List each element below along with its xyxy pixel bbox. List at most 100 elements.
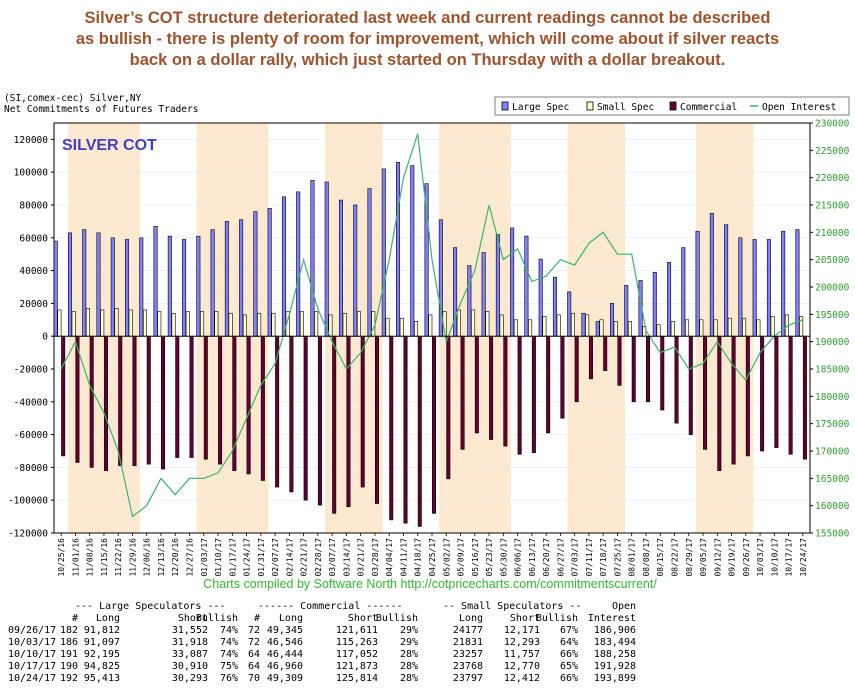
bar-commercial (61, 335, 66, 457)
bar-large-spec (724, 224, 729, 337)
bar-commercial (474, 335, 479, 434)
bar-commercial (132, 335, 137, 467)
bar-large-spec (781, 230, 786, 337)
bar-commercial (760, 335, 765, 452)
x-tick-label: 08/01/17 (628, 538, 637, 577)
column-header: # (253, 613, 260, 624)
bar-large-spec (709, 212, 714, 337)
x-tick-label: 06/13/17 (528, 538, 537, 577)
bar-large-spec (581, 312, 586, 337)
legend-swatch (669, 101, 677, 111)
table-cell: 121,611 (335, 625, 378, 636)
table-cell: 115,263 (335, 637, 378, 648)
column-header: Bullish (535, 613, 578, 624)
table-cell: 64 (247, 661, 260, 672)
bar-small-spec (485, 311, 490, 337)
bar-large-spec (82, 229, 87, 337)
bar-small-spec (214, 311, 219, 337)
bar-small-spec (428, 314, 433, 337)
bar-small-spec (742, 317, 747, 337)
bar-large-spec (467, 265, 472, 337)
left-tick-label: 60000 (19, 233, 48, 244)
bar-large-spec (239, 219, 244, 337)
bar-small-spec (228, 312, 233, 337)
bar-large-spec (224, 221, 229, 337)
bar-large-spec (652, 271, 657, 337)
table-cell: 46,444 (266, 649, 303, 660)
x-tick-label: 11/22/16 (114, 538, 123, 577)
table-cell: 182 (59, 625, 78, 636)
bar-commercial (75, 335, 80, 463)
group-header-commercial: ------ Commercial ------ (258, 601, 403, 612)
bar-small-spec (528, 319, 533, 337)
headline: Silver’s COT structure deteriorated last… (0, 8, 855, 71)
bar-large-spec (196, 235, 201, 337)
column-header: Short (177, 613, 208, 624)
bar-large-spec (667, 262, 672, 337)
legend: Large Spec Small Spec Commercial Open Inter… (494, 96, 850, 116)
bar-small-spec (371, 311, 376, 337)
table-cell: 12,171 (503, 625, 540, 636)
bar-small-spec (100, 309, 105, 337)
x-tick-label: 01/17/17 (228, 538, 237, 577)
table-cell: 29% (399, 625, 418, 636)
left-axis: -120000 -100000 -80000 -60000 -40000 -20000 0 2… (8, 135, 54, 540)
bar-large-spec (167, 235, 172, 337)
headline-line-3: back on a dollar rally, which just start… (129, 51, 726, 69)
table-cell: 30,910 (171, 661, 208, 672)
table-cell: 125,814 (335, 673, 378, 684)
table-cell: 191 (59, 649, 78, 660)
table-cell: 29% (399, 637, 418, 648)
bar-small-spec (356, 311, 361, 337)
x-tick-label: 10/17/17 (785, 538, 794, 577)
bar-commercial (660, 335, 665, 411)
right-axis: 155000 160000 165000 170000 175000 180000 1850… (810, 119, 850, 540)
right-tick-label: 220000 (815, 173, 850, 184)
x-tick-label: 09/12/17 (713, 538, 722, 577)
bar-large-spec (681, 247, 686, 337)
bar-small-spec (499, 314, 504, 337)
bar-large-spec (610, 303, 614, 337)
bar-large-spec (453, 247, 458, 337)
bar-commercial (161, 335, 166, 470)
x-tick-label: 08/29/17 (685, 538, 694, 577)
table-cell: 95,413 (83, 673, 120, 684)
bar-commercial (560, 335, 565, 419)
bar-large-spec (396, 162, 401, 337)
x-tick-label: 12/27/16 (186, 538, 195, 577)
legend-swatch (501, 101, 509, 111)
bar-small-spec (57, 309, 62, 337)
x-tick-label: 05/30/17 (499, 538, 508, 577)
right-tick-label: 200000 (815, 283, 850, 294)
table-cell: 23257 (452, 649, 483, 660)
right-tick-label: 215000 (815, 201, 850, 212)
column-header: Long (95, 613, 120, 624)
table-cell: 92,195 (83, 649, 120, 660)
bar-commercial (360, 335, 365, 488)
bar-small-spec (727, 317, 732, 337)
table-cell: 117,052 (335, 649, 378, 660)
x-tick-label: 09/26/17 (742, 538, 751, 577)
bar-small-spec (656, 324, 661, 337)
group-header-large-spec: --- Large Speculators --- (75, 601, 226, 612)
bar-small-spec (770, 316, 775, 337)
bar-large-spec (367, 188, 372, 337)
x-tick-label: 02/28/17 (314, 538, 323, 577)
table-cell: 64% (559, 637, 578, 648)
bar-small-spec (314, 311, 319, 337)
bar-commercial (802, 335, 807, 460)
x-tick-label: 08/15/17 (656, 538, 665, 577)
bar-commercial (745, 335, 750, 457)
table-cell: 76% (219, 673, 238, 684)
bar-commercial (460, 335, 465, 450)
bar-commercial (489, 335, 494, 440)
bar-commercial (603, 335, 608, 371)
bar-commercial (731, 335, 736, 465)
left-tick-label: -120000 (8, 529, 48, 540)
x-tick-label: 03/14/17 (342, 538, 351, 577)
bar-small-spec (556, 314, 561, 337)
table-cell: 183,494 (593, 637, 636, 648)
x-tick-label: 08/22/17 (670, 538, 679, 577)
bar-large-spec (182, 239, 187, 337)
bar-commercial (446, 335, 451, 480)
